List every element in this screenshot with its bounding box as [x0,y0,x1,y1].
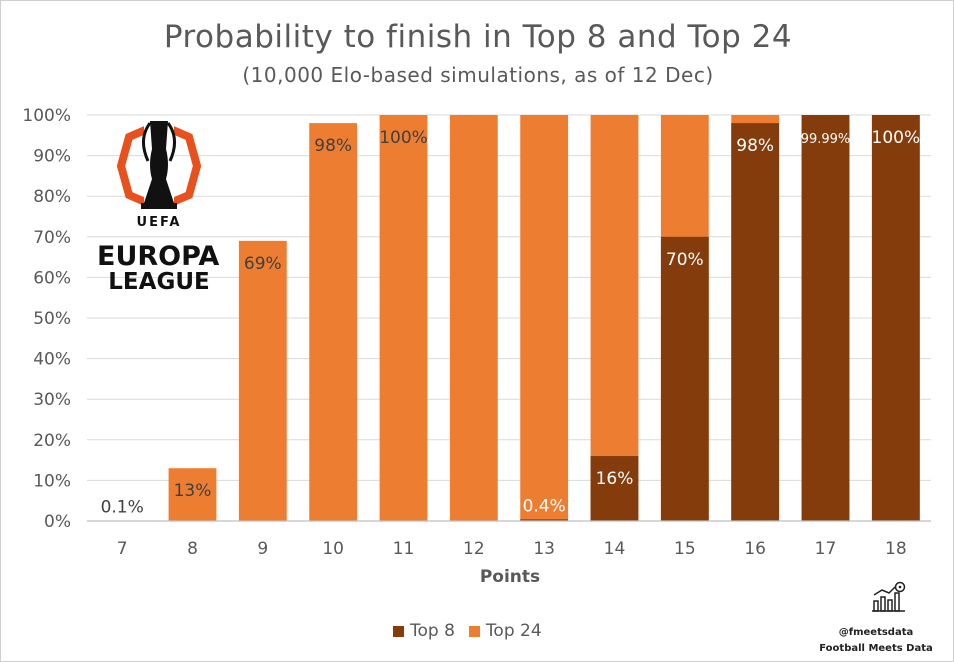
legend-label-top8: Top 8 [410,621,455,641]
y-tick-label: 50% [33,309,71,329]
bar-top24-12 [449,115,498,521]
trophy-logo-icon [116,119,202,214]
y-tick-label: 100% [22,106,71,126]
data-label: 100% [379,128,428,148]
y-tick-label: 40% [33,350,71,370]
x-tick-label: 10 [322,539,344,559]
y-tick-label: 90% [33,147,71,167]
x-tick-label: 15 [674,539,696,559]
x-axis-label: Points [480,567,540,587]
x-tick-label: 18 [885,539,907,559]
logo-league: LEAGUE [108,269,210,295]
chart-subtitle: (10,000 Elo-based simulations, as of 12 … [242,63,714,87]
bar-top24-14 [590,115,639,521]
x-tick-label: 14 [604,539,626,559]
data-label: 13% [174,481,212,501]
x-tick-labels: 7 8 9 10 11 12 13 14 15 16 17 18 [117,539,907,559]
y-tick-label: 60% [33,268,71,288]
chart-title: Probability to finish in Top 8 and Top 2… [163,19,793,55]
bar-top24-13 [520,115,569,521]
bar-top8-18 [871,115,920,521]
x-tick-label: 12 [463,539,485,559]
x-tick-label: 11 [393,539,415,559]
x-tick-label: 7 [117,539,128,559]
logo-uefa: UEFA [136,215,182,230]
y-tick-label: 30% [33,390,71,410]
legend-item-top24: Top 24 [468,621,542,641]
y-tick-label: 70% [33,228,71,248]
bar-top8-17 [801,115,850,522]
x-tick-label: 17 [815,539,837,559]
y-tick-label: 20% [33,431,71,451]
data-label: 69% [244,254,282,274]
legend-swatch-top24 [468,625,480,637]
legend-swatch-top8 [393,625,404,637]
data-label: 0.1% [101,498,144,518]
bar-top24-9 [238,240,287,522]
x-tick-label: 13 [533,539,555,559]
logo-europa: EUROPA [97,241,220,272]
data-label: 16% [596,469,634,489]
x-tick-label: 8 [187,539,198,559]
bar-top8-15 [660,236,709,522]
bar-top24-11 [379,115,428,521]
bar-top8-16 [731,123,780,522]
bar-top24-8 [168,468,217,521]
grid-lines [87,114,931,481]
data-label: 0.4% [523,496,566,516]
data-label: 100% [872,128,921,148]
credit-handle: @fmeetsdata [838,627,914,638]
bar-chart: 0% 10% 20% 30% 40% 50% 60% 70% 80% 90% 100% 0.1% 13… [22,106,931,587]
x-tick-label: 9 [257,539,268,559]
legend: Top 8 Top 24 [393,621,556,641]
data-label: 70% [666,250,704,270]
bar-top8-13 [520,519,569,521]
credit-brand: Football Meets Data [819,643,933,654]
data-labels: 0.1% 13% 69% 98% 100% 0.4% 16% 70% 98% 99.99% 100% [101,128,921,518]
x-tick-label: 16 [744,539,766,559]
chart-football-icon [872,581,906,612]
data-label: 99.99% [801,132,851,147]
bars [98,115,920,522]
bar-top24-10 [309,123,358,522]
legend-label-top24: Top 24 [485,621,542,641]
y-tick-labels: 0% 10% 20% 30% 40% 50% 60% 70% 80% 90% 100% [22,106,71,532]
y-tick-label: 10% [33,471,71,491]
bar-top8-14 [590,456,639,521]
data-label: 98% [736,136,774,156]
data-label: 98% [314,136,352,156]
y-tick-label: 80% [33,187,71,207]
legend-item-top8: Top 8 [393,621,455,641]
y-tick-label: 0% [44,512,71,532]
